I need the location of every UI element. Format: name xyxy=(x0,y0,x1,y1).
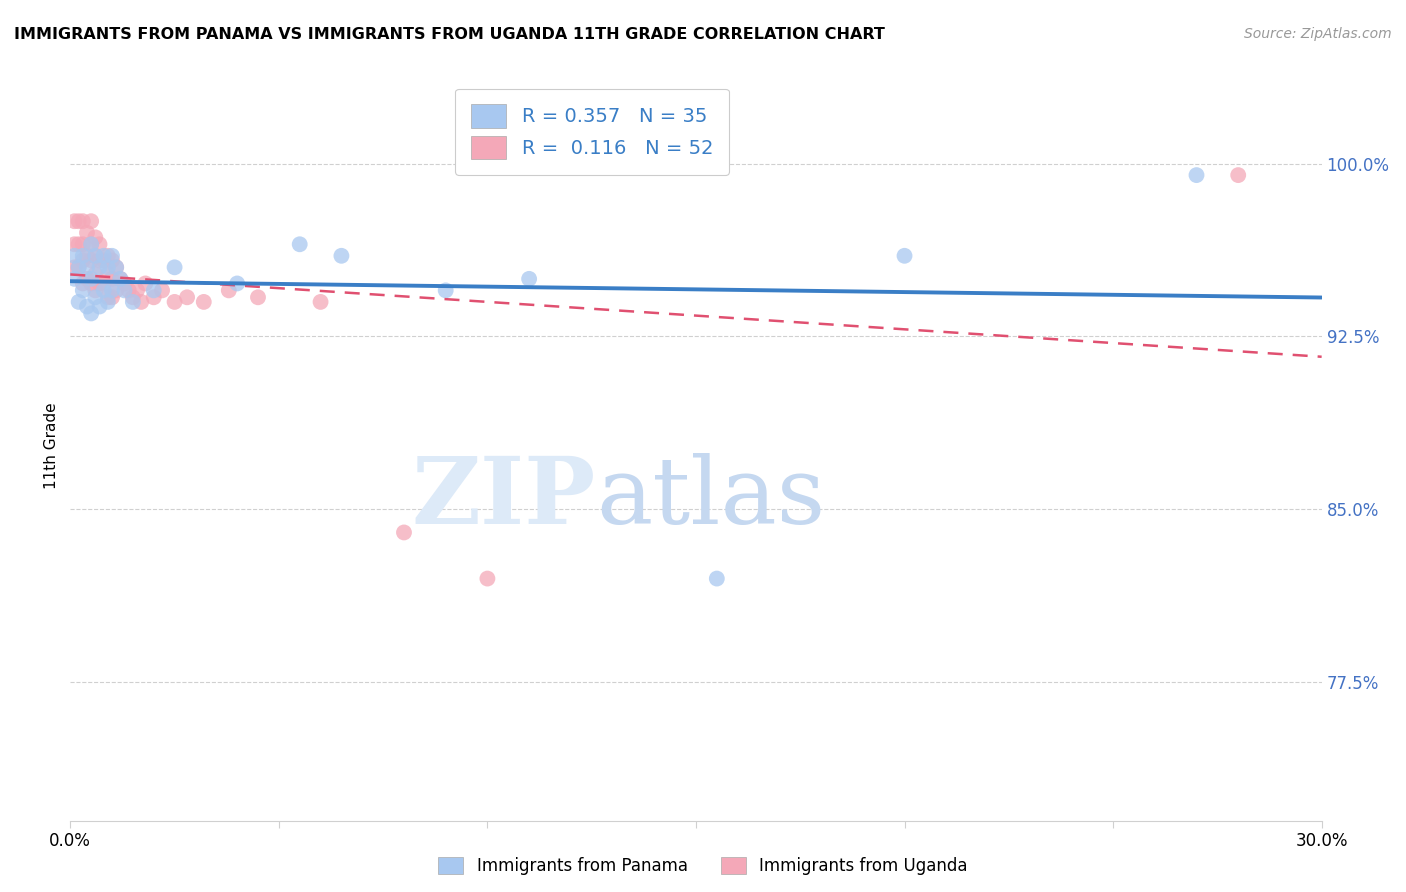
Point xyxy=(72,277,94,291)
Point xyxy=(101,249,124,263)
Point xyxy=(330,249,353,263)
Legend: R = 0.357   N = 35, R =  0.116   N = 52: R = 0.357 N = 35, R = 0.116 N = 52 xyxy=(456,88,728,175)
Point xyxy=(67,294,90,309)
Point xyxy=(142,290,165,304)
Text: ZIP: ZIP xyxy=(412,453,596,543)
Point xyxy=(84,284,107,298)
Point xyxy=(226,277,249,291)
Point xyxy=(150,284,173,298)
Point xyxy=(89,300,111,314)
Point xyxy=(101,272,124,286)
Point xyxy=(163,294,186,309)
Point xyxy=(101,253,124,268)
Y-axis label: 11th Grade: 11th Grade xyxy=(44,402,59,490)
Point xyxy=(72,253,94,268)
Point xyxy=(76,226,98,240)
Point xyxy=(105,260,128,275)
Point xyxy=(97,267,120,281)
Point xyxy=(1185,168,1208,182)
Point xyxy=(63,260,86,275)
Point xyxy=(97,290,120,304)
Point xyxy=(84,230,107,244)
Point xyxy=(76,249,98,263)
Point xyxy=(84,249,107,263)
Point xyxy=(93,284,115,298)
Text: IMMIGRANTS FROM PANAMA VS IMMIGRANTS FROM UGANDA 11TH GRADE CORRELATION CHART: IMMIGRANTS FROM PANAMA VS IMMIGRANTS FRO… xyxy=(14,27,884,42)
Point xyxy=(105,284,128,298)
Point xyxy=(80,306,103,320)
Point xyxy=(97,260,120,275)
Point xyxy=(477,572,499,586)
Text: Source: ZipAtlas.com: Source: ZipAtlas.com xyxy=(1244,27,1392,41)
Point xyxy=(125,284,148,298)
Point xyxy=(84,249,107,263)
Point xyxy=(134,277,156,291)
Point xyxy=(63,272,86,286)
Point xyxy=(72,284,94,298)
Point xyxy=(247,290,270,304)
Point xyxy=(114,277,136,291)
Point xyxy=(101,290,124,304)
Point xyxy=(93,253,115,268)
Point xyxy=(72,237,94,252)
Point xyxy=(163,260,186,275)
Point xyxy=(517,272,540,286)
Point xyxy=(72,249,94,263)
Point xyxy=(176,290,198,304)
Point xyxy=(72,214,94,228)
Point xyxy=(84,267,107,281)
Point xyxy=(76,300,98,314)
Point xyxy=(434,284,457,298)
Point xyxy=(142,284,165,298)
Point xyxy=(97,249,120,263)
Point xyxy=(80,237,103,252)
Point xyxy=(76,272,98,286)
Point xyxy=(706,572,728,586)
Point xyxy=(76,260,98,275)
Point xyxy=(67,260,90,275)
Point xyxy=(118,284,141,298)
Point xyxy=(80,277,103,291)
Point xyxy=(193,294,215,309)
Point xyxy=(105,260,128,275)
Point xyxy=(93,249,115,263)
Point xyxy=(63,214,86,228)
Point xyxy=(80,237,103,252)
Point xyxy=(392,525,415,540)
Point xyxy=(288,237,311,252)
Point xyxy=(80,214,103,228)
Point xyxy=(309,294,332,309)
Point xyxy=(63,249,86,263)
Point xyxy=(110,272,132,286)
Point xyxy=(67,260,90,275)
Point xyxy=(89,237,111,252)
Point xyxy=(97,294,120,309)
Text: atlas: atlas xyxy=(596,453,825,543)
Point xyxy=(93,277,115,291)
Point xyxy=(80,272,103,286)
Point xyxy=(89,253,111,268)
Legend: Immigrants from Panama, Immigrants from Uganda: Immigrants from Panama, Immigrants from … xyxy=(430,849,976,884)
Point xyxy=(63,237,86,252)
Point xyxy=(80,253,103,268)
Point xyxy=(110,272,132,286)
Point xyxy=(121,294,145,309)
Point xyxy=(84,290,107,304)
Point xyxy=(89,277,111,291)
Point xyxy=(129,294,152,309)
Point xyxy=(101,284,124,298)
Point xyxy=(114,284,136,298)
Point xyxy=(89,260,111,275)
Point xyxy=(121,290,145,304)
Point xyxy=(67,237,90,252)
Point xyxy=(1227,168,1250,182)
Point xyxy=(67,214,90,228)
Point xyxy=(218,284,240,298)
Point xyxy=(893,249,915,263)
